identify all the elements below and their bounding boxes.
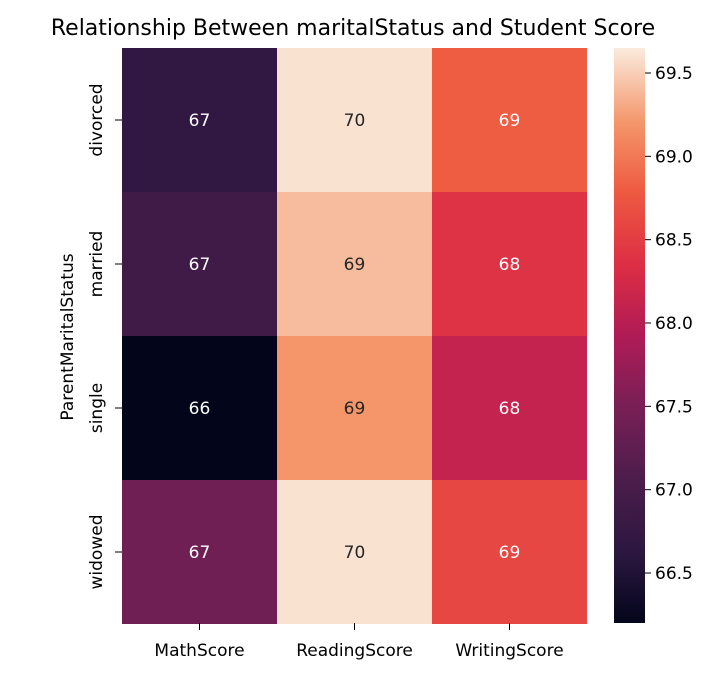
heatmap-cell bbox=[277, 192, 432, 336]
heatmap-cell bbox=[432, 480, 587, 624]
cell-annotation: 70 bbox=[344, 543, 366, 563]
y-tick-label: divorced bbox=[87, 83, 107, 156]
x-axis-ticks: MathScore ReadingScore WritingScore bbox=[154, 623, 564, 661]
colorbar-gradient bbox=[614, 48, 645, 623]
x-tick-label: WritingScore bbox=[455, 641, 563, 661]
cell-annotation: 69 bbox=[344, 255, 366, 275]
y-tick-label: single bbox=[87, 383, 107, 433]
colorbar: 66.5 67.0 67.5 68.0 68.5 69.0 69.5 bbox=[614, 48, 693, 623]
heatmap-cell bbox=[277, 480, 432, 624]
cell-annotation: 67 bbox=[189, 111, 211, 131]
cell-annotation: 69 bbox=[344, 399, 366, 419]
cell-annotations: 67 70 69 67 69 68 66 69 68 67 70 69 bbox=[189, 111, 521, 563]
heatmap-cell bbox=[122, 192, 277, 336]
heatmap-cell bbox=[122, 336, 277, 480]
colorbar-tick-label: 69.5 bbox=[655, 64, 693, 84]
y-axis-ticks: divorced married single widowed bbox=[87, 83, 122, 589]
cell-annotation: 68 bbox=[499, 255, 521, 275]
heatmap-cell bbox=[277, 48, 432, 192]
x-tick-label: MathScore bbox=[154, 641, 244, 661]
cell-annotation: 67 bbox=[189, 543, 211, 563]
colorbar-tick-label: 68.0 bbox=[655, 314, 693, 334]
heatmap-cell bbox=[277, 336, 432, 480]
heatmap-cell bbox=[122, 480, 277, 624]
cell-annotation: 69 bbox=[499, 543, 521, 563]
heatmap-cells bbox=[122, 48, 587, 624]
colorbar-ticks: 66.5 67.0 67.5 68.0 68.5 69.0 69.5 bbox=[645, 64, 693, 584]
y-axis-label: ParentMaritalStatus bbox=[58, 253, 78, 420]
cell-annotation: 69 bbox=[499, 111, 521, 131]
y-tick-label: married bbox=[87, 231, 107, 298]
heatmap-cell bbox=[432, 336, 587, 480]
cell-annotation: 66 bbox=[189, 399, 211, 419]
colorbar-tick-label: 68.5 bbox=[655, 231, 693, 251]
chart-title: Relationship Between maritalStatus and S… bbox=[51, 16, 655, 41]
cell-annotation: 70 bbox=[344, 111, 366, 131]
cell-annotation: 68 bbox=[499, 399, 521, 419]
colorbar-tick-label: 66.5 bbox=[655, 564, 693, 584]
heatmap-cell bbox=[432, 48, 587, 192]
y-tick-label: widowed bbox=[87, 515, 107, 590]
cell-annotation: 67 bbox=[189, 255, 211, 275]
x-tick-label: ReadingScore bbox=[296, 641, 413, 661]
heatmap-cell bbox=[122, 48, 277, 192]
colorbar-tick-label: 67.0 bbox=[655, 481, 693, 501]
colorbar-tick-label: 69.0 bbox=[655, 147, 693, 167]
colorbar-tick-label: 67.5 bbox=[655, 397, 693, 417]
heatmap-cell bbox=[432, 192, 587, 336]
